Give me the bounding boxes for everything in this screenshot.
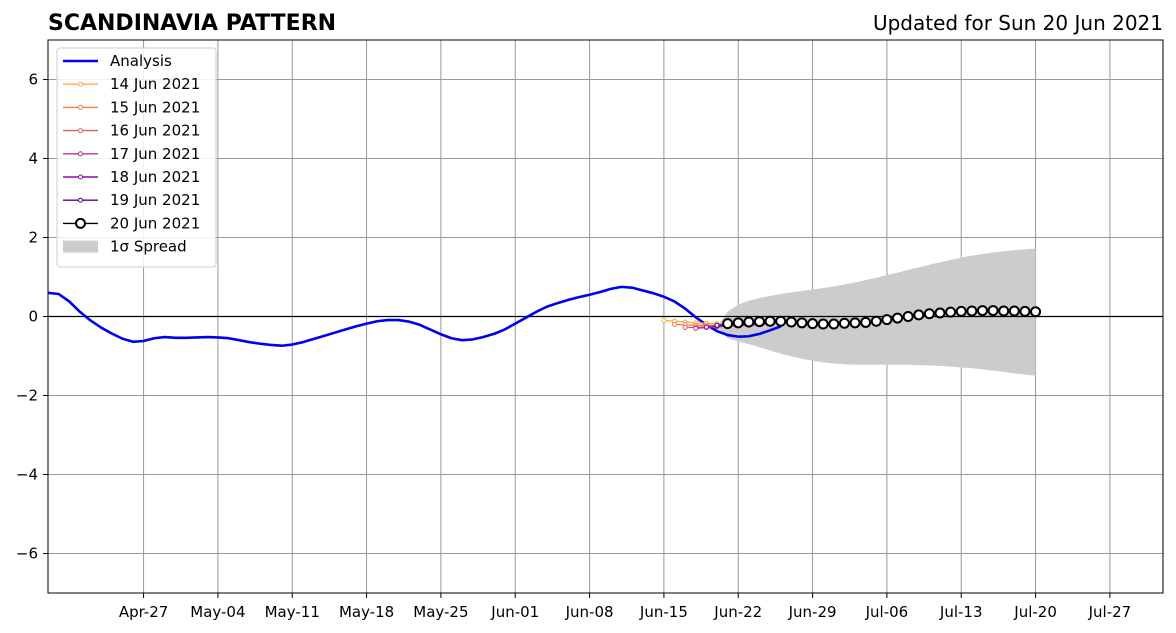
current-forecast-point-27	[1008, 305, 1020, 317]
legend-marker-5	[78, 174, 83, 180]
current-forecast-point-28	[1019, 305, 1031, 317]
y-tick-label-3: 0	[28, 308, 38, 326]
forecast-point-2-0	[682, 325, 688, 331]
current-forecast-point-0	[722, 318, 734, 330]
current-forecast-point-23	[966, 305, 978, 317]
current-forecast-point-14	[870, 315, 882, 327]
current-forecast-point-24	[976, 305, 988, 317]
current-forecast-point-7	[796, 317, 808, 329]
current-forecast-point-5	[775, 315, 787, 327]
forecast-point-5-0	[714, 322, 720, 328]
current-forecast-point-2	[743, 316, 755, 328]
legend-label-3: 16 Jun 2021	[110, 122, 200, 140]
current-forecast-point-6	[785, 316, 797, 328]
current-forecast-point-21	[945, 306, 957, 318]
current-forecast-point-25	[987, 305, 999, 317]
current-forecast-point-13	[860, 316, 872, 328]
legend-box	[56, 47, 217, 268]
legend-label-0: Analysis	[110, 52, 172, 70]
chart-title: SCANDINAVIA PATTERN	[48, 11, 336, 36]
x-tick-label-3: May-18	[339, 603, 394, 621]
x-tick-label-10: Jul-06	[865, 603, 909, 621]
x-tick-label-7: Jun-15	[639, 603, 688, 621]
x-tick-label-5: Jun-01	[490, 603, 539, 621]
forecast-point-4-0	[703, 324, 709, 330]
legend-label-1: 14 Jun 2021	[110, 75, 200, 93]
y-tick-label-4: 2	[28, 229, 38, 247]
current-forecast-point-19	[923, 308, 935, 320]
current-forecast-point-1	[732, 317, 744, 329]
forecast-point-0-0	[661, 317, 667, 323]
x-tick-label-6: Jun-08	[565, 603, 614, 621]
current-forecast-point-11	[838, 317, 850, 329]
y-tick-label-6: 6	[28, 71, 38, 89]
x-tick-label-2: May-11	[265, 603, 320, 621]
current-forecast-point-3	[753, 316, 765, 328]
legend-swatch-8	[63, 240, 98, 253]
legend: Analysis 14 Jun 2021 15 Jun 2021 16 Jun 202…	[56, 47, 217, 268]
x-tick-label-9: Jun-29	[788, 603, 837, 621]
current-forecast-point-22	[955, 305, 967, 317]
legend-marker-7	[75, 217, 86, 229]
current-forecast-point-20	[934, 307, 946, 319]
current-forecast-point-18	[913, 309, 925, 321]
current-forecast-point-16	[892, 312, 904, 324]
legend-label-8: 1σ Spread	[110, 238, 187, 256]
x-tick-label-11: Jul-13	[939, 603, 983, 621]
current-forecast-point-10	[828, 318, 840, 330]
x-tick-label-1: May-04	[190, 603, 245, 621]
current-forecast-point-15	[881, 314, 893, 326]
x-tick-label-8: Jun-22	[713, 603, 762, 621]
legend-marker-6	[78, 197, 83, 203]
forecast-point-1-0	[672, 321, 678, 327]
legend-label-4: 17 Jun 2021	[110, 145, 200, 163]
current-forecast-point-26	[998, 305, 1010, 317]
analysis-line	[47, 285, 782, 348]
legend-marker-3	[78, 128, 83, 134]
y-tick-label-1: −4	[16, 466, 38, 484]
legend-label-2: 15 Jun 2021	[110, 98, 200, 116]
x-tick-label-4: May-25	[413, 603, 468, 621]
legend-marker-1	[78, 81, 83, 87]
spread-band	[717, 248, 1036, 376]
legend-marker-4	[78, 151, 83, 157]
current-forecast-point-4	[764, 315, 776, 327]
current-forecast-point-12	[849, 317, 861, 329]
legend-label-6: 19 Jun 2021	[110, 191, 200, 209]
forecast-point-3-0	[693, 325, 699, 331]
current-forecast-point-29	[1030, 306, 1042, 318]
current-forecast-point-9	[817, 318, 829, 330]
chart-subtitle: Updated for Sun 20 Jun 2021	[873, 11, 1163, 35]
y-tick-label-0: −6	[16, 545, 38, 563]
y-tick-label-2: −2	[16, 387, 38, 405]
x-tick-label-12: Jul-20	[1013, 603, 1057, 621]
x-tick-label-13: Jul-27	[1088, 603, 1132, 621]
legend-label-5: 18 Jun 2021	[110, 168, 200, 186]
y-tick-label-5: 4	[28, 150, 38, 168]
legend-label-7: 20 Jun 2021	[110, 214, 200, 232]
current-forecast-point-8	[807, 318, 819, 330]
x-tick-label-0: Apr-27	[119, 603, 169, 621]
current-forecast-point-17	[902, 311, 914, 322]
legend-marker-2	[78, 104, 83, 110]
plot-area: Apr-27 May-04 May-11 May-18 May-25 Jun-01 Jun-…	[16, 39, 1164, 621]
